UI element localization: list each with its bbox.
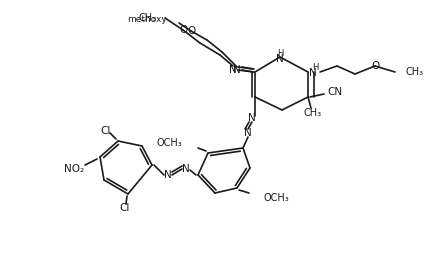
Text: methoxy: methoxy — [127, 15, 167, 24]
Text: CH₃: CH₃ — [139, 13, 157, 23]
Text: N: N — [229, 65, 237, 75]
Text: O: O — [179, 25, 187, 35]
Text: N: N — [244, 128, 252, 138]
Text: O: O — [187, 26, 195, 36]
Text: H: H — [277, 49, 283, 57]
Text: N: N — [309, 68, 317, 78]
Text: CH₃: CH₃ — [304, 108, 322, 118]
Text: OCH₃: OCH₃ — [156, 138, 182, 148]
Text: N: N — [276, 54, 284, 64]
Text: CN: CN — [327, 87, 343, 97]
Text: Cl: Cl — [101, 126, 111, 136]
Text: H: H — [312, 64, 318, 72]
Text: OCH₃: OCH₃ — [263, 193, 289, 203]
Text: N: N — [164, 170, 172, 180]
Text: NO₂: NO₂ — [64, 164, 84, 174]
Text: N: N — [233, 65, 241, 75]
Text: CH₃: CH₃ — [405, 67, 423, 77]
Text: N: N — [248, 113, 256, 123]
Text: N: N — [182, 164, 190, 174]
Text: O: O — [371, 61, 379, 71]
Text: Cl: Cl — [120, 203, 130, 213]
